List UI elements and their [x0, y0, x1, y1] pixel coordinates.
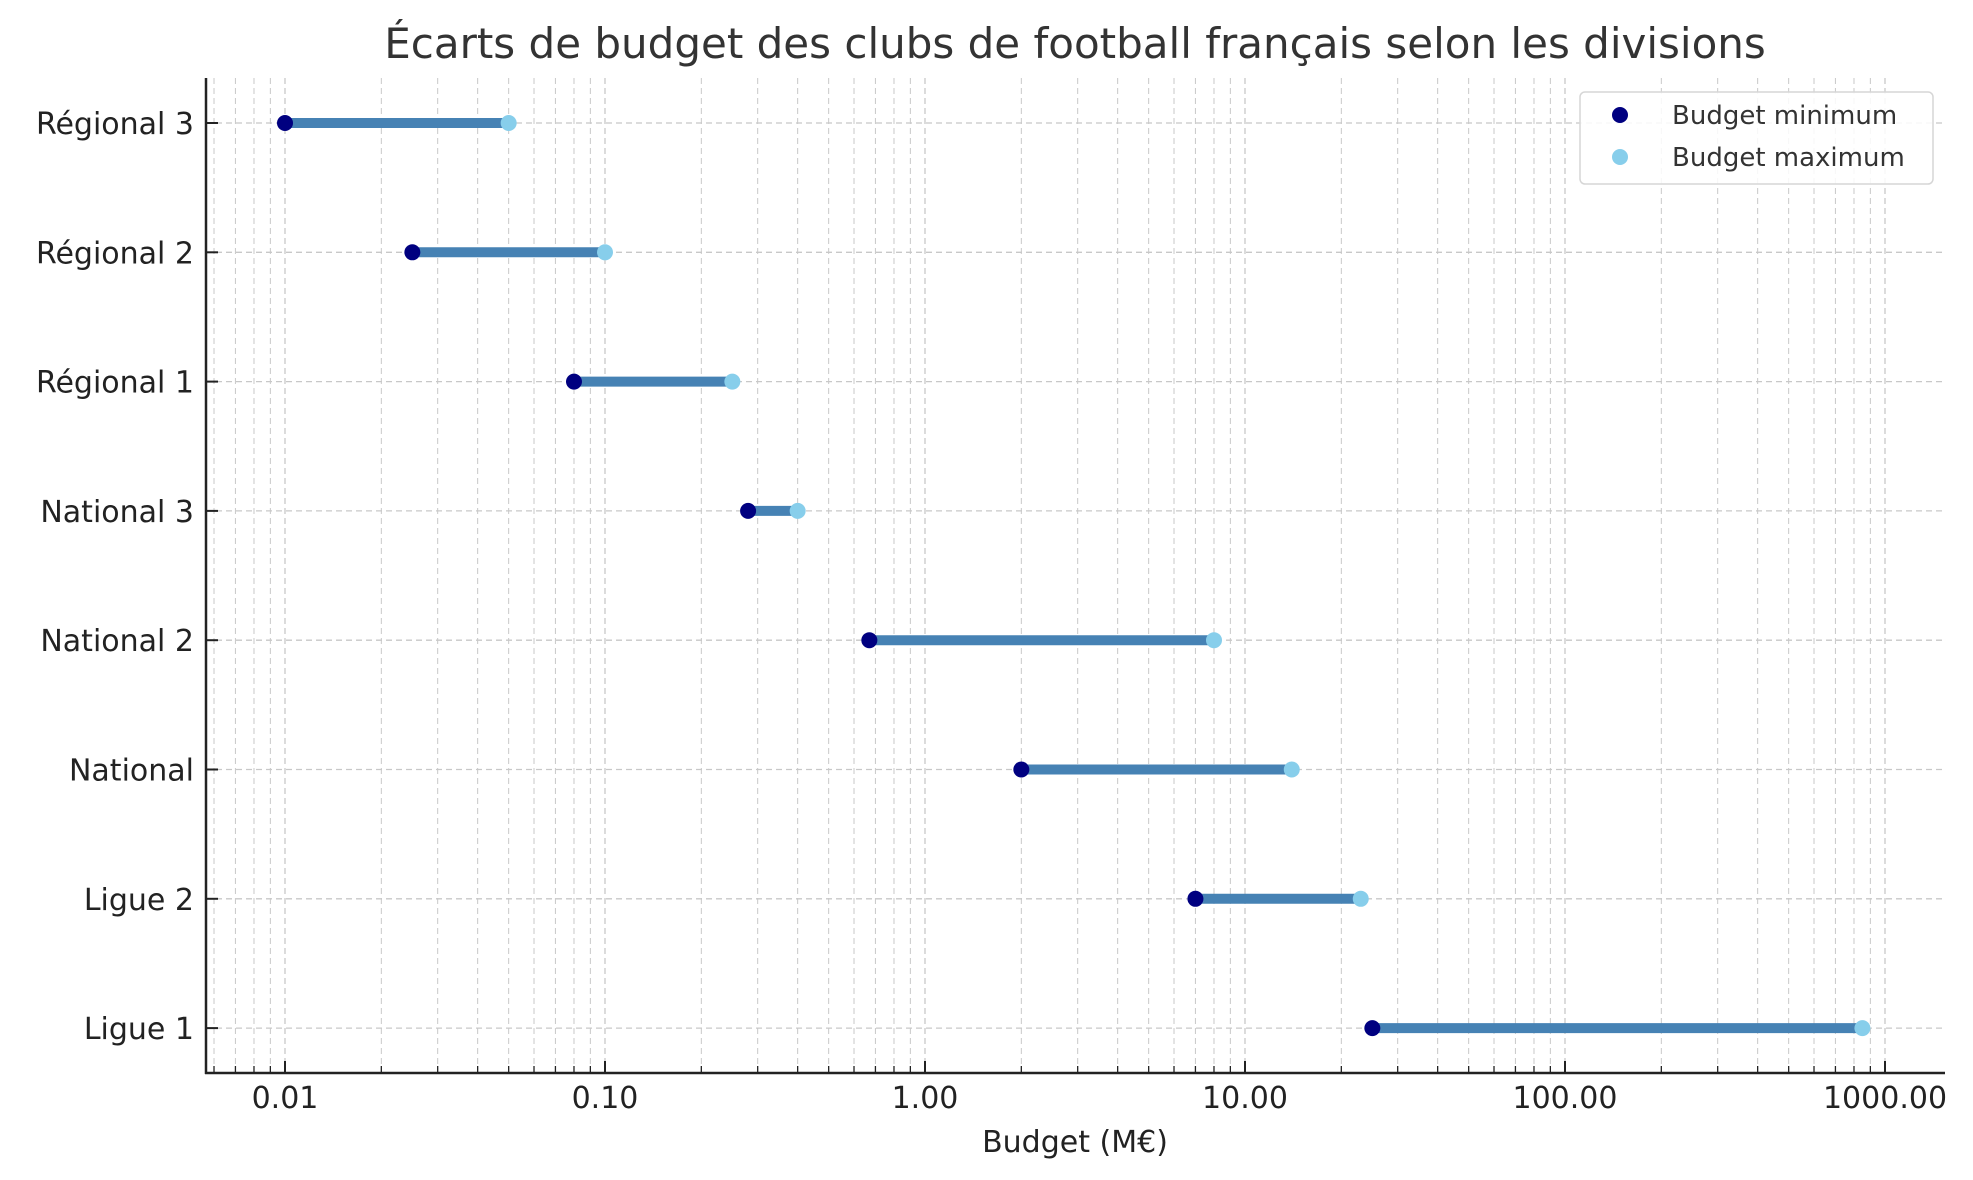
min-point [1187, 890, 1204, 907]
grid-lines [206, 78, 1944, 1073]
axes [204, 78, 1945, 1075]
x-tick-label: 100.00 [1513, 1081, 1618, 1116]
x-axis-label: Budget (M€) [982, 1125, 1168, 1160]
y-tick-label: Ligue 1 [84, 1012, 194, 1047]
x-tick-label: 1.00 [892, 1081, 959, 1116]
y-tick-label: National 2 [40, 624, 194, 659]
x-tick-label: 0.10 [572, 1081, 639, 1116]
max-point [1352, 890, 1369, 907]
max-point [597, 244, 613, 261]
max-point [1283, 761, 1300, 778]
data-points [277, 115, 1871, 1037]
legend: Budget minimum Budget maximum [1579, 91, 1934, 185]
range-lines [285, 118, 1863, 1034]
max-point [1205, 632, 1222, 649]
legend-marker-min-icon [1612, 107, 1628, 123]
min-point [1013, 761, 1030, 778]
y-tick-label: Ligue 2 [84, 883, 194, 918]
min-point [565, 373, 582, 390]
x-tick-label: 0.01 [252, 1081, 319, 1116]
chart-title: Écarts de budget des clubs de football f… [384, 18, 1766, 68]
min-point [277, 115, 293, 131]
y-tick-label: Régional 2 [36, 236, 194, 271]
min-point [404, 244, 421, 261]
max-point [724, 373, 741, 390]
x-axis-ticks: 0.01 0.10 1.00 10.00 100.00 1000.00 [213, 1061, 1947, 1116]
x-tick-label: 1000.00 [1823, 1081, 1947, 1116]
y-tick-label: Régional 1 [36, 366, 194, 401]
max-point [1854, 1020, 1871, 1037]
legend-marker-max-icon [1612, 149, 1628, 165]
y-tick-label: National [69, 754, 194, 789]
legend-label-max: Budget maximum [1672, 143, 1905, 173]
y-tick-label: National 3 [40, 495, 194, 530]
y-axis-ticks: Régional 3 Régional 2 Régional 1 National 3… [36, 107, 218, 1047]
min-point [740, 502, 757, 519]
legend-label-min: Budget minimum [1672, 101, 1897, 131]
max-point [500, 115, 517, 131]
legend-frame [1579, 91, 1934, 185]
min-point [1364, 1020, 1381, 1037]
x-tick-label: 10.00 [1202, 1081, 1288, 1116]
min-point [861, 632, 878, 649]
y-tick-label: Régional 3 [36, 107, 194, 142]
max-point [789, 502, 806, 519]
